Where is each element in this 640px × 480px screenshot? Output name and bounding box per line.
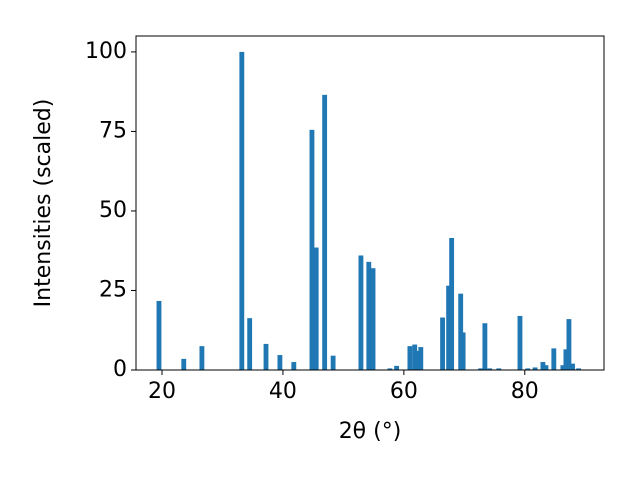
bar [370, 268, 376, 370]
y-tick-label: 25 [99, 277, 127, 302]
bar [156, 300, 162, 370]
x-tick-label: 60 [390, 379, 418, 404]
x-tick-label: 40 [269, 379, 297, 404]
bar [407, 346, 413, 370]
bar [566, 319, 572, 370]
bar [458, 293, 464, 370]
bar [532, 367, 538, 370]
bar [181, 358, 187, 370]
bar [394, 365, 400, 370]
bar [570, 363, 575, 370]
y-axis-label: Intensities (scaled) [31, 99, 56, 308]
y-tick-label: 100 [85, 39, 127, 64]
bar [563, 349, 569, 370]
bar [478, 368, 484, 370]
bar [560, 365, 566, 370]
bar [412, 344, 418, 370]
bar [551, 348, 557, 370]
bar [440, 317, 445, 370]
bar [460, 332, 466, 370]
y-tick-label: 75 [99, 118, 127, 143]
bar [239, 51, 245, 371]
bar [313, 247, 319, 370]
bar [322, 94, 328, 370]
bar [277, 355, 283, 370]
bar [540, 362, 546, 370]
bar [358, 255, 364, 370]
bar [199, 346, 205, 370]
plot-frame [135, 35, 605, 371]
bar [418, 347, 424, 370]
bar [309, 129, 315, 370]
bar [482, 323, 488, 370]
x-tick-label: 80 [511, 379, 539, 404]
bar [487, 368, 493, 370]
bar [263, 343, 269, 370]
bar [517, 315, 523, 370]
bar [576, 368, 582, 370]
bar [247, 318, 253, 370]
bar [446, 285, 452, 370]
x-tick-label: 20 [148, 379, 176, 404]
bar [366, 261, 372, 370]
y-tick-label: 50 [99, 198, 127, 223]
bar [496, 368, 502, 370]
bar [330, 355, 336, 370]
bar [291, 362, 297, 370]
bar [543, 365, 549, 370]
bar [525, 368, 531, 370]
y-tick-label: 0 [113, 357, 127, 382]
bar [387, 368, 393, 370]
x-axis-label: 2θ (°) [339, 419, 402, 444]
bar [449, 237, 455, 370]
